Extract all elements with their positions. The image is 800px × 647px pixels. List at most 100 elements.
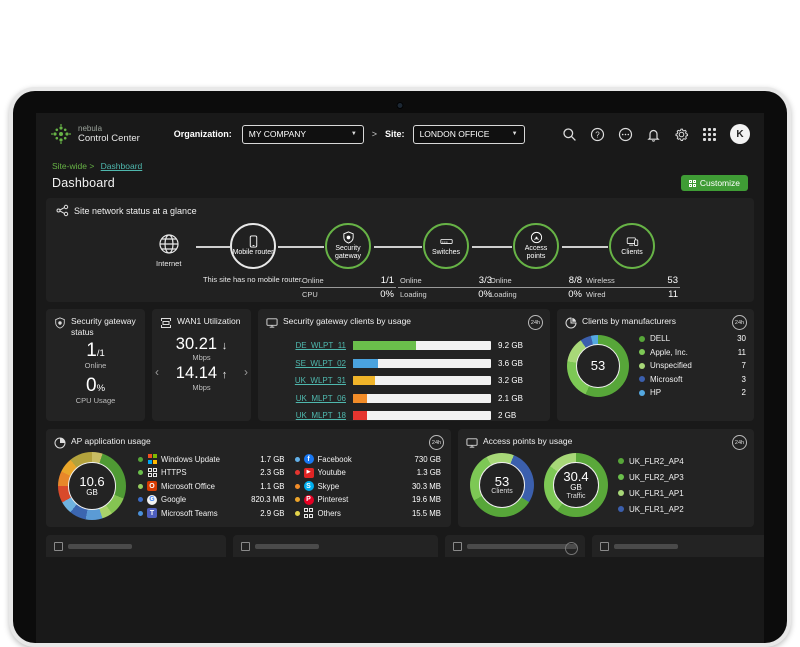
search-icon[interactable]: [562, 127, 577, 142]
https-icon: [147, 467, 157, 478]
carousel-prev-button[interactable]: ‹: [155, 365, 159, 379]
help-icon[interactable]: ?: [590, 127, 605, 142]
legend-dot: [294, 483, 300, 489]
notifications-icon[interactable]: [646, 127, 661, 142]
page-title: Dashboard: [52, 176, 115, 190]
application-donut-chart: 10.6 GB: [58, 452, 126, 520]
app-row: Others 15.5 MB: [294, 508, 441, 518]
card-title-placeholder: [68, 544, 132, 549]
usage-value: 3.6 GB: [498, 358, 523, 368]
organization-select[interactable]: MY COMPANY ▼: [241, 124, 364, 144]
more-icon[interactable]: [618, 127, 633, 142]
client-link[interactable]: DE_WLPT_11: [295, 341, 346, 351]
card-title: Security gateway clients by usage: [283, 316, 412, 326]
clients-by-manufacturers-card: Clients by manufacturers 24h 53 DELL 30: [557, 309, 754, 421]
access-point-icon: [530, 231, 542, 244]
organization-label: Organization:: [173, 129, 232, 139]
node-label: Switches: [431, 248, 460, 256]
switch-icon: [439, 239, 453, 244]
breadcrumb-current[interactable]: Dashboard: [100, 161, 143, 171]
card-icon: [600, 542, 609, 551]
cpu-unit: %: [96, 383, 106, 395]
carousel-next-button[interactable]: ›: [244, 365, 248, 379]
card-title: WAN1 Utilization: [177, 316, 241, 326]
cpu-label: CPU Usage: [75, 396, 116, 406]
timeframe-badge[interactable]: 24h: [732, 435, 747, 450]
legend-label: UK_FLR2_AP4: [629, 456, 684, 466]
youtube-icon: ▶: [303, 467, 314, 478]
online-count: 1: [86, 340, 97, 362]
legend-dot: [639, 376, 645, 382]
legend-value: 11: [737, 347, 746, 357]
timeframe-badge[interactable]: 24h: [732, 315, 747, 330]
legend-dot: [138, 497, 143, 502]
internet-label: Internet: [156, 259, 182, 268]
online-label: Online: [84, 361, 107, 371]
breadcrumb: Site-wide > Dashboard: [36, 155, 764, 171]
legend-label: Unspecified: [650, 361, 692, 370]
client-link[interactable]: SE_WLPT_02: [295, 358, 346, 368]
apps-grid-icon[interactable]: [702, 127, 717, 142]
customize-button[interactable]: Customize: [680, 175, 748, 191]
access-points-node[interactable]: Access points Online 8/8 Loading 0%: [488, 223, 584, 301]
pie-chart-icon: [565, 316, 577, 329]
legend-label: UK_FLR1_AP2: [629, 504, 684, 514]
nebula-logo-icon: [51, 124, 71, 144]
security-gateway-node[interactable]: Security gateway Online 1/1 CPU 0%: [300, 223, 396, 301]
partial-card: [233, 535, 438, 557]
donut-center-label: Traffic: [566, 492, 586, 500]
mobile-router-node[interactable]: Mobile router This site has no mobile ro…: [203, 223, 303, 284]
app-label: Facebook: [317, 454, 352, 464]
ap-legend-row: UK_FLR2_AP3: [618, 473, 684, 482]
usage-value: 2.1 GB: [498, 393, 523, 403]
legend-label: Apple, Inc.: [650, 347, 688, 357]
app-row: P Pinterest 19.6 MB: [294, 494, 441, 505]
app-label: HTTPS: [161, 468, 187, 477]
legend-label: DELL: [650, 334, 671, 343]
avatar[interactable]: K: [730, 124, 750, 144]
switches-node[interactable]: Switches Online 3/3 Loading 0%: [398, 223, 494, 301]
site-select[interactable]: LONDON OFFICE ▼: [412, 124, 525, 144]
usage-bar-fill: [353, 341, 417, 351]
usage-bar-fill: [353, 411, 367, 421]
client-devices-icon: [626, 237, 638, 246]
client-link[interactable]: UK_MLPT_18: [295, 411, 346, 421]
donut-center-value: 10.6: [79, 473, 105, 489]
client-link[interactable]: UK_MLPT_06: [295, 393, 346, 403]
access-points-stats: Online 8/8 Loading 0%: [488, 274, 584, 301]
windows-icon: [147, 454, 157, 464]
legend-dot: [618, 458, 624, 464]
google-icon: G: [147, 494, 157, 505]
timeframe-badge[interactable]: 24h: [528, 315, 543, 330]
download-arrow-icon: ↓: [221, 340, 228, 352]
clients-node[interactable]: Clients Wireless 53 Wired 11: [584, 223, 680, 301]
manufacturer-row: HP 2: [639, 388, 746, 397]
breadcrumb-parent[interactable]: Site-wide >: [52, 161, 95, 171]
manufacturers-legend: DELL 30 Apple, Inc. 11 Unspecified 7 Micros…: [639, 334, 746, 397]
card-title: Security gateway status: [71, 316, 136, 337]
app-value: 1.1 GB: [260, 481, 285, 491]
client-link[interactable]: UK_WLPT_31: [294, 376, 346, 386]
card-icon: [54, 542, 63, 551]
apps-legend-col2: f Facebook 730 GB ▶ Youtube 1.3 GB S Skype 30.…: [294, 454, 441, 518]
app-label: Pinterest: [317, 495, 349, 504]
access-points-by-usage-card: Access points by usage 24h 53 Clients: [458, 429, 754, 527]
legend-label: UK_FLR1_AP1: [629, 488, 684, 498]
screen: nebula Control Center Organization: MY C…: [36, 113, 764, 643]
legend-dot: [639, 349, 645, 355]
switches-stats: Online 3/3 Loading 0%: [398, 274, 494, 301]
node-label: Clients: [621, 248, 643, 256]
timeframe-badge[interactable]: 24h: [429, 435, 444, 450]
settings-icon[interactable]: [674, 127, 689, 142]
customize-label: Customize: [699, 178, 740, 188]
legend-dot: [294, 497, 300, 502]
app-row: HTTPS 2.3 GB: [138, 467, 285, 478]
glance-title: Site network status at a glance: [74, 205, 197, 216]
app-row: O Microsoft Office 1.1 GB: [138, 481, 285, 491]
app-value: 1.3 GB: [416, 468, 441, 477]
legend-label: HP: [650, 388, 662, 397]
app-value: 730 GB: [414, 454, 441, 464]
manufacturer-row: Unspecified 7: [639, 361, 746, 370]
donut-center-unit: GB: [86, 487, 98, 497]
nebula-logo[interactable]: nebula Control Center: [50, 123, 140, 145]
